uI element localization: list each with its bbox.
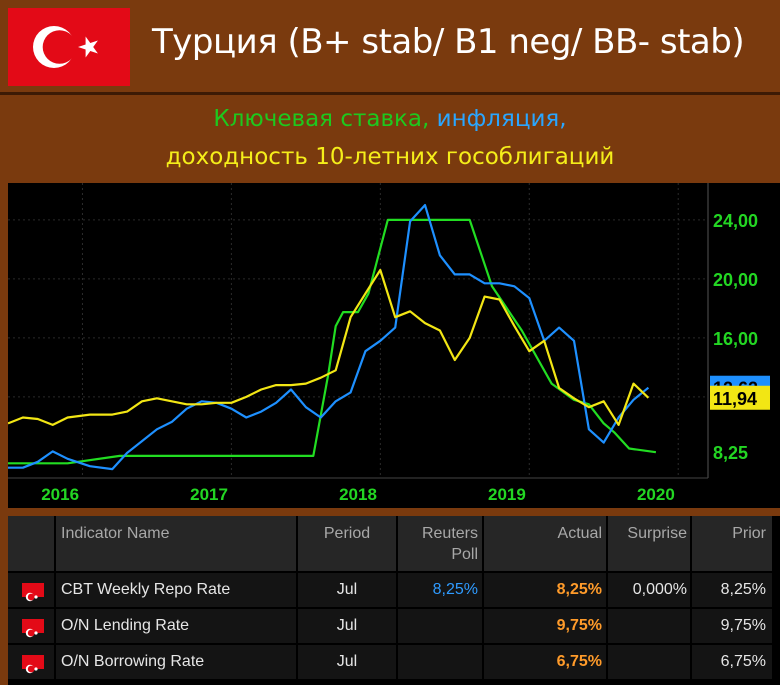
turkey-flag-icon (8, 8, 130, 86)
header-actual: Actual (484, 516, 606, 571)
header-reuters-poll: Reuters Poll (398, 516, 482, 571)
row-reuters-poll: 8,25% (398, 573, 482, 607)
page-title: Турция (B+ stab/ B1 neg/ BB- stab) (152, 22, 745, 62)
row-period: Jul (298, 645, 396, 679)
row-flag-cell (8, 645, 54, 679)
y-tick-label: 16,00 (713, 329, 758, 349)
last-value-label-key_rate: 8,25 (713, 443, 748, 463)
row-prior: 6,75% (692, 645, 772, 679)
row-indicator-name: CBT Weekly Repo Rate (56, 573, 296, 607)
row-prior: 8,25% (692, 573, 772, 607)
table-row[interactable]: O/N Borrowing Rate Jul 6,75% 6,75% (8, 645, 780, 679)
x-tick-label: 2019 (488, 485, 526, 504)
table-row[interactable]: O/N Lending Rate Jul 9,75% 9,75% (8, 609, 780, 643)
subtitle-inflation: инфляция, (436, 106, 567, 132)
row-reuters-poll (398, 609, 482, 643)
y-tick-label: 20,00 (713, 270, 758, 290)
turkey-flag-icon (22, 655, 44, 674)
header-indicator-name: Indicator Name (56, 516, 296, 571)
table-header-row: Indicator Name Period Reuters Poll Actual… (8, 516, 780, 571)
row-reuters-poll (398, 645, 482, 679)
turkey-flag-icon (22, 583, 44, 602)
line-chart: 2016201720182019202024,0020,0016,0012,62… (8, 183, 780, 508)
header-divider (0, 92, 780, 95)
x-tick-label: 2020 (637, 485, 675, 504)
last-value-label-bond_yield: 11,94 (713, 389, 757, 409)
row-actual: 6,75% (484, 645, 606, 679)
x-tick-label: 2018 (339, 485, 377, 504)
row-prior: 9,75% (692, 609, 772, 643)
table-row[interactable]: CBT Weekly Repo Rate Jul 8,25% 8,25% 0,0… (8, 573, 780, 607)
row-indicator-name: O/N Lending Rate (56, 609, 296, 643)
row-indicator-name: O/N Borrowing Rate (56, 645, 296, 679)
series-line-bond_yield (8, 268, 650, 426)
last-value-badge-bond_yield (710, 385, 770, 410)
header-bar: Турция (B+ stab/ B1 neg/ BB- stab) (0, 0, 780, 92)
header-prior: Prior (692, 516, 772, 571)
y-tick-label: 24,00 (713, 211, 758, 231)
row-actual: 8,25% (484, 573, 606, 607)
x-tick-label: 2016 (41, 485, 79, 504)
turkey-flag-icon (22, 619, 44, 638)
x-axis-band (8, 478, 780, 508)
header-period: Period (298, 516, 396, 571)
header-poll-line1: Reuters (421, 525, 478, 542)
row-period: Jul (298, 609, 396, 643)
x-tick-label: 2017 (190, 485, 228, 504)
series-line-key_rate (8, 218, 657, 465)
row-period: Jul (298, 573, 396, 607)
row-flag-cell (8, 609, 54, 643)
subtitle-key-rate: Ключевая ставка, (213, 106, 437, 132)
indicator-table: Indicator Name Period Reuters Poll Actual… (8, 516, 780, 685)
header-flag-cell (8, 516, 54, 571)
row-surprise (608, 645, 690, 679)
header-poll-line2: Poll (451, 546, 478, 563)
chart-subtitle: Ключевая ставка, инфляция, доходность 10… (0, 100, 780, 176)
row-surprise: 0,000% (608, 573, 690, 607)
chart-area: 2016201720182019202024,0020,0016,0012,62… (8, 183, 780, 508)
row-surprise (608, 609, 690, 643)
subtitle-bond-yield: доходность 10-летних гособлигаций (165, 144, 615, 170)
row-flag-cell (8, 573, 54, 607)
row-actual: 9,75% (484, 609, 606, 643)
header-surprise: Surprise (608, 516, 690, 571)
series-line-inflation (8, 204, 650, 471)
